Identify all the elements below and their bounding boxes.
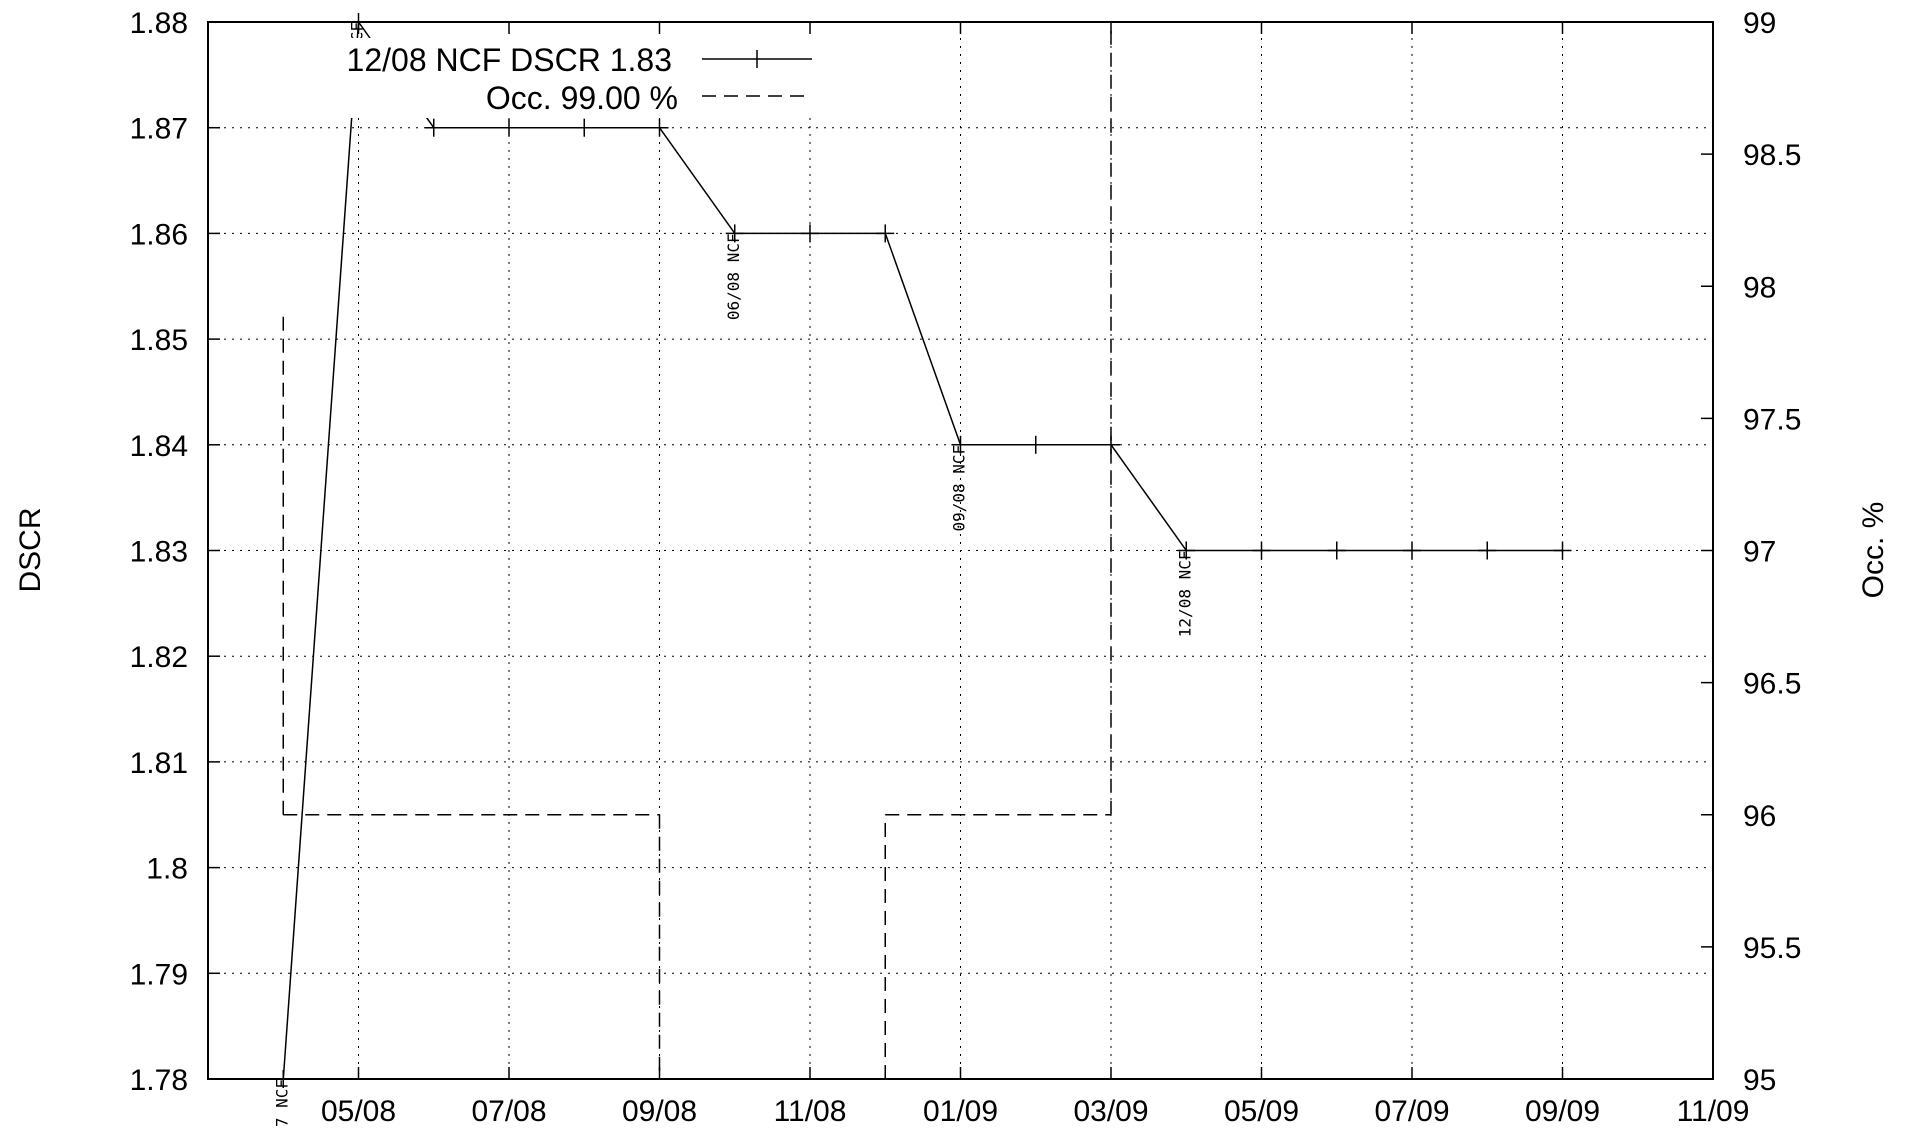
y-left-tick-label: 1.82 — [130, 641, 188, 674]
ncf-annotation: 06/08 NCF — [724, 233, 743, 320]
legend-occ-label: Occ. 99.00 % — [486, 80, 678, 116]
x-tick-label: 11/08 — [774, 1095, 847, 1128]
x-tick-label: 11/09 — [1677, 1095, 1750, 1128]
y-right-tick-label: 95.5 — [1743, 932, 1801, 965]
x-tick-label: 03/09 — [1073, 1095, 1148, 1128]
y-left-tick-label: 1.83 — [130, 536, 188, 569]
y-left-tick-label: 1.79 — [130, 958, 188, 991]
y-left-tick-label: 1.81 — [130, 747, 188, 780]
y-right-tick-label: 98.5 — [1743, 139, 1801, 172]
tick-layer: 05/08 07/08 09/08 11/08 01/09 03/09 05/09 07/09… — [130, 7, 1802, 1128]
y-right-tick-label: 96 — [1743, 800, 1776, 833]
y-left-tick-label: 1.88 — [130, 7, 188, 40]
y-right-tick-label: 97.5 — [1743, 403, 1801, 436]
x-tick-label: 05/08 — [321, 1095, 396, 1128]
y-right-tick-label: 96.5 — [1743, 668, 1801, 701]
legend-background — [285, 38, 815, 118]
legend: 12/08 NCF DSCR 1.83 Occ. 99.00 % — [285, 38, 815, 118]
x-tick-label: 09/09 — [1525, 1095, 1600, 1128]
ncf-annotation: 12/08 NCF — [1175, 551, 1194, 638]
y-left-tick-label: 1.78 — [130, 1064, 188, 1097]
y-axis-right-title: Occ. % — [1857, 502, 1890, 599]
y-right-tick-label: 98 — [1743, 271, 1776, 304]
x-tick-label: 01/09 — [923, 1095, 998, 1128]
series-layer — [274, 13, 1572, 1088]
y-left-tick-label: 1.84 — [130, 430, 188, 463]
y-left-tick-label: 1.85 — [130, 324, 188, 357]
y-left-tick-label: 1.8 — [146, 853, 188, 886]
x-tick-label: 05/09 — [1224, 1095, 1299, 1128]
x-tick-label: 07/08 — [471, 1095, 546, 1128]
y-right-tick-label: 99 — [1743, 7, 1776, 40]
y-left-tick-label: 1.86 — [130, 218, 188, 251]
x-tick-label: 09/08 — [622, 1095, 697, 1128]
x-tick-label: 07/09 — [1374, 1095, 1449, 1128]
y-axis-left-title: DSCR — [14, 507, 47, 592]
y-left-tick-label: 1.87 — [130, 113, 188, 146]
ncf-annotation: 07/07 NCF — [272, 1079, 291, 1128]
y-right-tick-label: 95 — [1743, 1064, 1776, 1097]
dscr-series-line — [282, 19, 1563, 1080]
ncf-annotation: 09/08 NCF — [950, 445, 969, 532]
y-right-tick-label: 97 — [1743, 536, 1776, 569]
legend-dscr-label: 12/08 NCF DSCR 1.83 — [347, 42, 672, 78]
